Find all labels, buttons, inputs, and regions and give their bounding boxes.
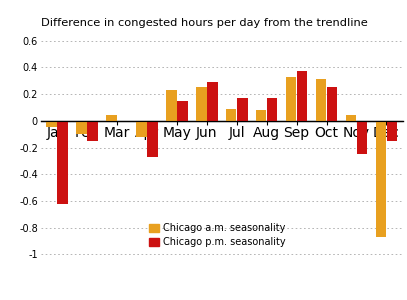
Bar <box>147 121 158 157</box>
Text: Difference in congested hours per day from the trendline: Difference in congested hours per day fr… <box>41 18 368 28</box>
Bar <box>136 121 147 137</box>
Bar <box>77 121 87 134</box>
Bar <box>237 98 247 121</box>
Bar <box>207 82 218 121</box>
Bar <box>166 90 177 121</box>
Bar <box>88 121 98 141</box>
Bar <box>267 98 278 121</box>
Bar <box>177 101 188 121</box>
Bar <box>46 121 57 128</box>
Bar <box>226 109 236 121</box>
Bar <box>357 121 367 154</box>
Bar <box>57 121 68 204</box>
Bar <box>376 121 386 237</box>
Bar <box>327 87 337 121</box>
Bar <box>346 116 356 121</box>
Legend: Chicago a.m. seasonality, Chicago p.m. seasonality: Chicago a.m. seasonality, Chicago p.m. s… <box>147 221 287 249</box>
Bar <box>196 87 206 121</box>
Bar <box>256 110 267 121</box>
Bar <box>286 77 296 121</box>
Bar <box>106 116 117 121</box>
Bar <box>316 80 326 121</box>
Bar <box>297 71 307 121</box>
Bar <box>387 121 397 141</box>
